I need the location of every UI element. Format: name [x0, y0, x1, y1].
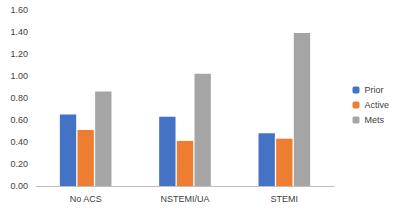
- svg-text:NSTEMI/UA: NSTEMI/UA: [160, 194, 209, 204]
- svg-text:1.60: 1.60: [10, 5, 28, 15]
- svg-text:0.80: 0.80: [10, 93, 28, 103]
- svg-text:1.00: 1.00: [10, 71, 28, 81]
- svg-text:STEMI: STEMI: [271, 194, 299, 204]
- svg-text:0.60: 0.60: [10, 115, 28, 125]
- svg-text:Active: Active: [364, 100, 389, 110]
- svg-text:1.40: 1.40: [10, 27, 28, 37]
- svg-text:No ACS: No ACS: [70, 194, 102, 204]
- svg-text:Prior: Prior: [364, 85, 383, 95]
- svg-text:0.20: 0.20: [10, 159, 28, 169]
- svg-text:1.20: 1.20: [10, 49, 28, 59]
- svg-text:Mets: Mets: [364, 115, 384, 125]
- svg-text:0.00: 0.00: [10, 181, 28, 191]
- svg-text:0.40: 0.40: [10, 137, 28, 147]
